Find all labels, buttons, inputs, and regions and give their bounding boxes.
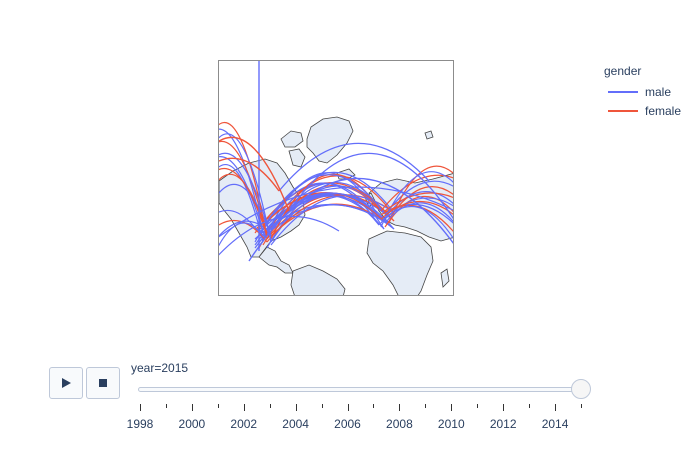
legend-item-male[interactable]: male [608,82,681,101]
year-slider-ticks: 1998 2000 2002 2004 2006 2008 2010 2012 2014 [0,404,700,434]
slider-tick [347,404,349,411]
flight-arc [262,192,390,234]
legend-label-male: male [645,84,672,99]
slider-tick [555,404,557,411]
flight-arcs-layer [219,61,453,262]
slider-tick [321,404,323,408]
flight-arc [384,192,453,212]
legend-item-female[interactable]: female [608,101,681,120]
flight-arc [219,121,268,240]
south-america-landmass [290,264,346,295]
flight-arc [380,200,453,220]
baffin-island-landmass [288,148,306,168]
flight-arc [219,186,453,238]
africa-landmass [366,230,434,295]
flight-arc [288,152,453,220]
flight-arc [219,167,268,237]
arctic-islands-landmass [280,130,304,148]
legend-label-female: female [645,103,682,118]
legend: gender male female [604,64,681,120]
slider-tick [581,404,582,408]
stop-icon [99,379,107,387]
slider-tick [165,404,167,408]
slider-tick-label: 2004 [282,417,309,431]
flight-arc [219,156,264,234]
legend-swatch-female [608,109,638,112]
flight-arc [219,183,272,237]
flight-arc [219,152,272,240]
madagascar-landmass [440,268,450,288]
legend-swatch-male [608,90,638,93]
map-canvas[interactable] [219,61,454,296]
slider-tick-label: 2010 [437,417,465,431]
play-icon [62,378,71,388]
slider-tick-label: 1998 [126,417,154,431]
flight-arc [258,175,390,249]
flight-arc [248,177,453,262]
flight-arc [278,142,430,192]
slider-tick-label: 2006 [334,417,361,431]
flight-arc [219,136,290,212]
slider-tick-label: 2002 [230,417,258,431]
slider-tick-label: 2000 [178,417,206,431]
flight-arc [384,202,453,224]
flight-arc [219,215,340,256]
slider-tick [295,404,297,411]
slider-tick-label: 2014 [541,417,569,431]
flight-arc [380,171,453,228]
slider-tick [269,404,271,408]
year-slider-rail[interactable] [138,387,584,392]
map-frame[interactable] [218,60,454,296]
year-slider-handle[interactable] [571,379,591,399]
flight-arc [388,165,453,224]
legend-title: gender [604,64,642,78]
slider-tick [140,404,141,411]
slider-tick [243,404,245,411]
small-island-landmass [424,130,434,140]
flight-arc [219,157,280,192]
play-button[interactable] [49,367,83,399]
slider-current-value: year=2015 [131,361,189,375]
slider-tick [399,404,401,411]
stop-button[interactable] [86,367,120,399]
flight-arc [270,194,395,246]
slider-tick [477,404,479,408]
slider-tick [451,404,453,411]
slider-tick [529,404,531,408]
flight-arc [219,173,268,234]
flight-arc [219,133,272,243]
slider-tick-label: 2008 [386,417,413,431]
slider-tick [191,404,193,411]
flight-arc [258,204,395,243]
greenland-landmass [306,116,354,164]
central-america-landmass [258,246,294,274]
slider-tick-label: 2012 [489,417,517,431]
slider-tick [373,404,375,408]
flight-arc [219,163,264,243]
slider-tick [503,404,505,411]
slider-tick [217,404,219,408]
slider-tick [425,404,427,408]
flight-arc [384,195,453,228]
